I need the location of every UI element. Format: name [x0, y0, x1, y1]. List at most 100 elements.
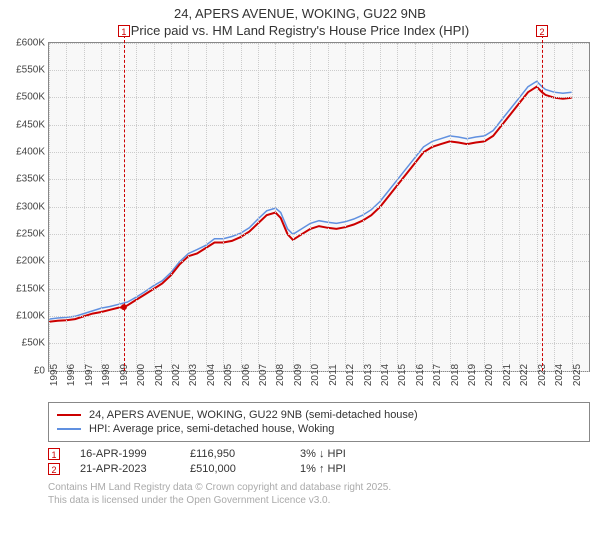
- y-gridline: [49, 97, 589, 98]
- y-tick-label: £200K: [16, 256, 45, 267]
- x-gridline: [363, 43, 364, 371]
- x-tick-label: 2016: [415, 364, 426, 386]
- transaction-row: 2 21-APR-2023 £510,000 1% ↑ HPI: [48, 463, 590, 475]
- x-tick-label: 2001: [154, 364, 165, 386]
- plot-area: £0£50K£100K£150K£200K£250K£300K£350K£400…: [48, 42, 590, 372]
- transaction-row: 1 16-APR-1999 £116,950 3% ↓ HPI: [48, 448, 590, 460]
- y-gridline: [49, 207, 589, 208]
- x-gridline: [119, 43, 120, 371]
- legend-label: 24, APERS AVENUE, WOKING, GU22 9NB (semi…: [89, 409, 418, 421]
- x-gridline: [188, 43, 189, 371]
- x-tick-label: 2013: [363, 364, 374, 386]
- y-tick-label: £0: [34, 365, 45, 376]
- y-gridline: [49, 179, 589, 180]
- marker-dashed-line: [124, 35, 125, 371]
- x-tick-label: 2000: [136, 364, 147, 386]
- x-tick-label: 2011: [328, 364, 339, 386]
- x-tick-label: 2022: [519, 364, 530, 386]
- transaction-date: 16-APR-1999: [80, 448, 170, 460]
- legend-row: 24, APERS AVENUE, WOKING, GU22 9NB (semi…: [57, 409, 581, 421]
- x-tick-label: 2021: [502, 364, 513, 386]
- x-tick-label: 2005: [223, 364, 234, 386]
- x-tick-label: 2003: [188, 364, 199, 386]
- legend-row: HPI: Average price, semi-detached house,…: [57, 423, 581, 435]
- x-gridline: [519, 43, 520, 371]
- marker-box: 1: [118, 25, 130, 37]
- x-gridline: [84, 43, 85, 371]
- legend-swatch: [57, 414, 81, 416]
- y-gridline: [49, 261, 589, 262]
- footer-line1: Contains HM Land Registry data © Crown c…: [48, 481, 590, 494]
- x-gridline: [136, 43, 137, 371]
- y-gridline: [49, 289, 589, 290]
- y-tick-label: £450K: [16, 119, 45, 130]
- x-tick-label: 2008: [275, 364, 286, 386]
- x-gridline: [502, 43, 503, 371]
- x-tick-label: 2014: [380, 364, 391, 386]
- x-gridline: [223, 43, 224, 371]
- y-gridline: [49, 125, 589, 126]
- x-gridline: [345, 43, 346, 371]
- x-tick-label: 2024: [554, 364, 565, 386]
- y-tick-label: £550K: [16, 65, 45, 76]
- x-gridline: [66, 43, 67, 371]
- x-gridline: [572, 43, 573, 371]
- chart-title-block: 24, APERS AVENUE, WOKING, GU22 9NB Price…: [0, 0, 600, 42]
- transactions-table: 1 16-APR-1999 £116,950 3% ↓ HPI 2 21-APR-2023…: [48, 448, 590, 475]
- transaction-marker: 1: [48, 448, 60, 460]
- x-gridline: [537, 43, 538, 371]
- title-line1: 24, APERS AVENUE, WOKING, GU22 9NB: [0, 6, 600, 23]
- y-tick-label: £250K: [16, 229, 45, 240]
- y-tick-label: £300K: [16, 201, 45, 212]
- x-tick-label: 2004: [206, 364, 217, 386]
- x-gridline: [275, 43, 276, 371]
- x-gridline: [554, 43, 555, 371]
- transaction-date: 21-APR-2023: [80, 463, 170, 475]
- x-gridline: [206, 43, 207, 371]
- x-gridline: [49, 43, 50, 371]
- x-tick-label: 2017: [432, 364, 443, 386]
- x-tick-label: 1997: [84, 364, 95, 386]
- marker-box: 2: [536, 25, 548, 37]
- x-tick-label: 2002: [171, 364, 182, 386]
- x-tick-label: 2012: [345, 364, 356, 386]
- y-gridline: [49, 43, 589, 44]
- transaction-price: £116,950: [190, 448, 280, 460]
- y-gridline: [49, 343, 589, 344]
- transaction-delta: 3% ↓ HPI: [300, 448, 390, 460]
- x-gridline: [258, 43, 259, 371]
- x-gridline: [310, 43, 311, 371]
- footer-block: Contains HM Land Registry data © Crown c…: [48, 481, 590, 507]
- marker-dashed-line: [542, 35, 543, 371]
- x-gridline: [293, 43, 294, 371]
- x-gridline: [328, 43, 329, 371]
- legend-box: 24, APERS AVENUE, WOKING, GU22 9NB (semi…: [48, 402, 590, 442]
- x-gridline: [484, 43, 485, 371]
- footer-line2: This data is licensed under the Open Gov…: [48, 494, 590, 507]
- x-gridline: [415, 43, 416, 371]
- x-gridline: [397, 43, 398, 371]
- x-tick-label: 1995: [49, 364, 60, 386]
- legend-label: HPI: Average price, semi-detached house,…: [89, 423, 334, 435]
- x-tick-label: 2009: [293, 364, 304, 386]
- x-gridline: [241, 43, 242, 371]
- chart-container: £0£50K£100K£150K£200K£250K£300K£350K£400…: [48, 42, 590, 372]
- transaction-marker: 2: [48, 463, 60, 475]
- transaction-price: £510,000: [190, 463, 280, 475]
- y-gridline: [49, 70, 589, 71]
- y-tick-label: £600K: [16, 37, 45, 48]
- legend-swatch: [57, 428, 81, 430]
- y-tick-label: £100K: [16, 311, 45, 322]
- transaction-delta: 1% ↑ HPI: [300, 463, 390, 475]
- y-gridline: [49, 316, 589, 317]
- x-tick-label: 2018: [450, 364, 461, 386]
- x-tick-label: 1996: [66, 364, 77, 386]
- y-tick-label: £350K: [16, 174, 45, 185]
- x-gridline: [101, 43, 102, 371]
- x-tick-label: 2019: [467, 364, 478, 386]
- x-gridline: [467, 43, 468, 371]
- x-gridline: [380, 43, 381, 371]
- title-line2: Price paid vs. HM Land Registry's House …: [0, 23, 600, 40]
- x-gridline: [450, 43, 451, 371]
- y-tick-label: £150K: [16, 283, 45, 294]
